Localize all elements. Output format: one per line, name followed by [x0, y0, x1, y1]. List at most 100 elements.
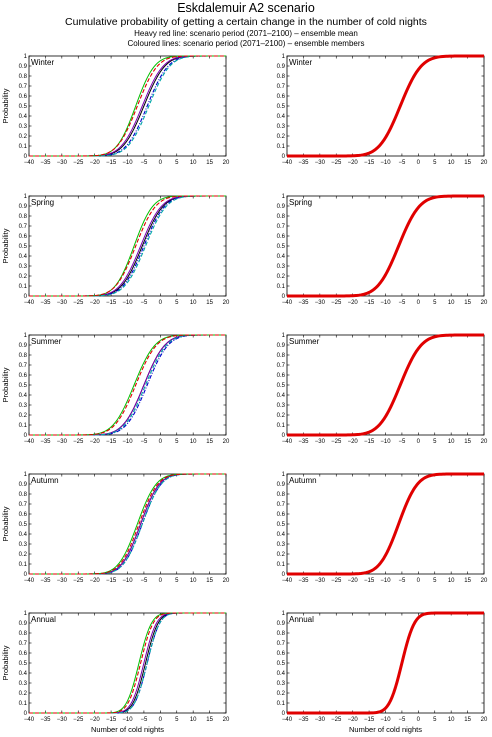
- y-tick-label: 1: [24, 611, 28, 617]
- figure-title: Eskdalemuir A2 scenario: [177, 1, 315, 15]
- x-tick-label: 10: [190, 717, 197, 723]
- y-tick-label: 0.4: [19, 393, 28, 399]
- x-tick-label: −10: [122, 300, 133, 306]
- x-tick-label: −30: [315, 717, 326, 723]
- y-tick-label: 0: [282, 572, 286, 578]
- y-tick-label: 0.9: [277, 482, 286, 488]
- series-line: [29, 55, 226, 157]
- season-label: Winter: [289, 58, 312, 67]
- x-tick-label: −30: [57, 439, 68, 445]
- x-axis-label: Number of cold nights: [91, 725, 164, 734]
- y-tick-label: 0.2: [19, 413, 28, 419]
- y-tick-label: 0.2: [277, 691, 286, 697]
- season-label: Summer: [31, 337, 62, 346]
- y-tick-label: 0.3: [277, 264, 286, 270]
- x-tick-label: −30: [57, 300, 68, 306]
- series-line: [287, 472, 484, 576]
- y-tick-label: 0.7: [19, 502, 28, 508]
- y-tick-label: 0: [24, 294, 28, 300]
- series-line: [29, 612, 226, 714]
- plot-frame: [28, 612, 227, 714]
- series-line: [29, 195, 226, 297]
- y-tick-label: 0.6: [19, 512, 28, 518]
- x-tick-label: −25: [73, 439, 84, 445]
- series-line: [29, 612, 226, 714]
- y-tick-label: 0.5: [277, 383, 286, 389]
- x-tick-label: −40: [282, 717, 293, 723]
- x-tick-label: 20: [223, 717, 230, 723]
- x-tick-label: 0: [417, 439, 421, 445]
- panel-summer-ensemble-mean: −40 −35 −30 −25 −20 −15 −10 −5 0 5 10 15 20 0 0.1 0.2 0.…: [277, 333, 488, 445]
- season-label: Autumn: [31, 476, 59, 485]
- x-tick-label: −5: [398, 578, 406, 584]
- x-tick-label: −40: [282, 160, 293, 166]
- x-tick-label: −20: [90, 717, 101, 723]
- x-tick-label: 10: [448, 717, 455, 723]
- y-tick-label: 0.1: [277, 284, 286, 290]
- x-tick-label: −35: [40, 160, 51, 166]
- x-tick-label: −35: [40, 578, 51, 584]
- x-tick-label: −30: [57, 717, 68, 723]
- x-tick-label: −20: [348, 717, 359, 723]
- x-tick-label: 5: [433, 439, 437, 445]
- y-tick-label: 0.4: [277, 393, 286, 399]
- season-label: Summer: [289, 337, 320, 346]
- series-line: [29, 473, 226, 575]
- y-axis-label: Probability: [1, 645, 10, 680]
- y-tick-label: 0: [24, 711, 28, 717]
- x-tick-label: 5: [433, 717, 437, 723]
- y-tick-label: 0.7: [277, 84, 286, 90]
- legend-note-members: Coloured lines: scenario period (2071–21…: [127, 39, 365, 48]
- y-axis-label: Probability: [1, 506, 10, 541]
- y-tick-label: 0.7: [277, 502, 286, 508]
- x-tick-label: 0: [159, 300, 163, 306]
- x-tick-label: −25: [331, 717, 342, 723]
- x-tick-label: −40: [282, 578, 293, 584]
- x-tick-label: 5: [175, 160, 179, 166]
- figure-subtitle: Cumulative probability of getting a cert…: [65, 16, 427, 28]
- y-tick-label: 0.4: [277, 532, 286, 538]
- y-tick-label: 0.8: [19, 353, 28, 359]
- y-tick-label: 0.1: [19, 423, 28, 429]
- x-tick-label: −25: [73, 578, 84, 584]
- panel-winter-ensemble-mean: −40 −35 −30 −25 −20 −15 −10 −5 0 5 10 15 20 0 0.1 0.2 0.…: [277, 54, 488, 166]
- y-tick-label: 0.1: [277, 701, 286, 707]
- y-tick-label: 0.6: [277, 651, 286, 657]
- y-tick-label: 1: [24, 194, 28, 200]
- y-tick-label: 0.5: [19, 383, 28, 389]
- plot-frame: [28, 195, 227, 297]
- x-tick-label: −20: [348, 300, 359, 306]
- y-tick-label: 0.5: [277, 522, 286, 528]
- y-tick-label: 0.7: [19, 641, 28, 647]
- season-label: Winter: [31, 58, 54, 67]
- x-tick-label: −15: [106, 578, 117, 584]
- x-tick-label: 20: [481, 300, 488, 306]
- x-tick-label: 10: [190, 578, 197, 584]
- y-tick-label: 0.5: [277, 244, 286, 250]
- x-tick-label: −35: [40, 439, 51, 445]
- x-tick-label: 0: [417, 578, 421, 584]
- y-tick-label: 0.2: [19, 552, 28, 558]
- x-tick-label: −15: [364, 439, 375, 445]
- x-tick-label: −5: [398, 717, 406, 723]
- x-tick-label: −40: [24, 160, 35, 166]
- panel-annual-ensemble-members: −40 −35 −30 −25 −20 −15 −10 −5 0 5 10 15 20 0 0.1 0.2 0.…: [1, 611, 230, 734]
- y-tick-label: 0: [282, 294, 286, 300]
- x-tick-label: −5: [140, 439, 148, 445]
- y-tick-label: 0.6: [19, 94, 28, 100]
- series-line: [29, 55, 226, 157]
- series-line: [29, 334, 226, 436]
- x-tick-label: −35: [40, 717, 51, 723]
- y-tick-label: 0.7: [277, 641, 286, 647]
- x-tick-label: 0: [417, 717, 421, 723]
- y-tick-label: 0.6: [277, 512, 286, 518]
- y-tick-label: 0.5: [19, 661, 28, 667]
- x-tick-label: 20: [481, 160, 488, 166]
- x-tick-label: −20: [90, 578, 101, 584]
- y-tick-label: 0.4: [277, 254, 286, 260]
- x-tick-label: 20: [481, 439, 488, 445]
- y-tick-label: 0.4: [19, 532, 28, 538]
- x-tick-label: 20: [481, 578, 488, 584]
- x-tick-label: −25: [73, 300, 84, 306]
- season-label: Autumn: [289, 476, 317, 485]
